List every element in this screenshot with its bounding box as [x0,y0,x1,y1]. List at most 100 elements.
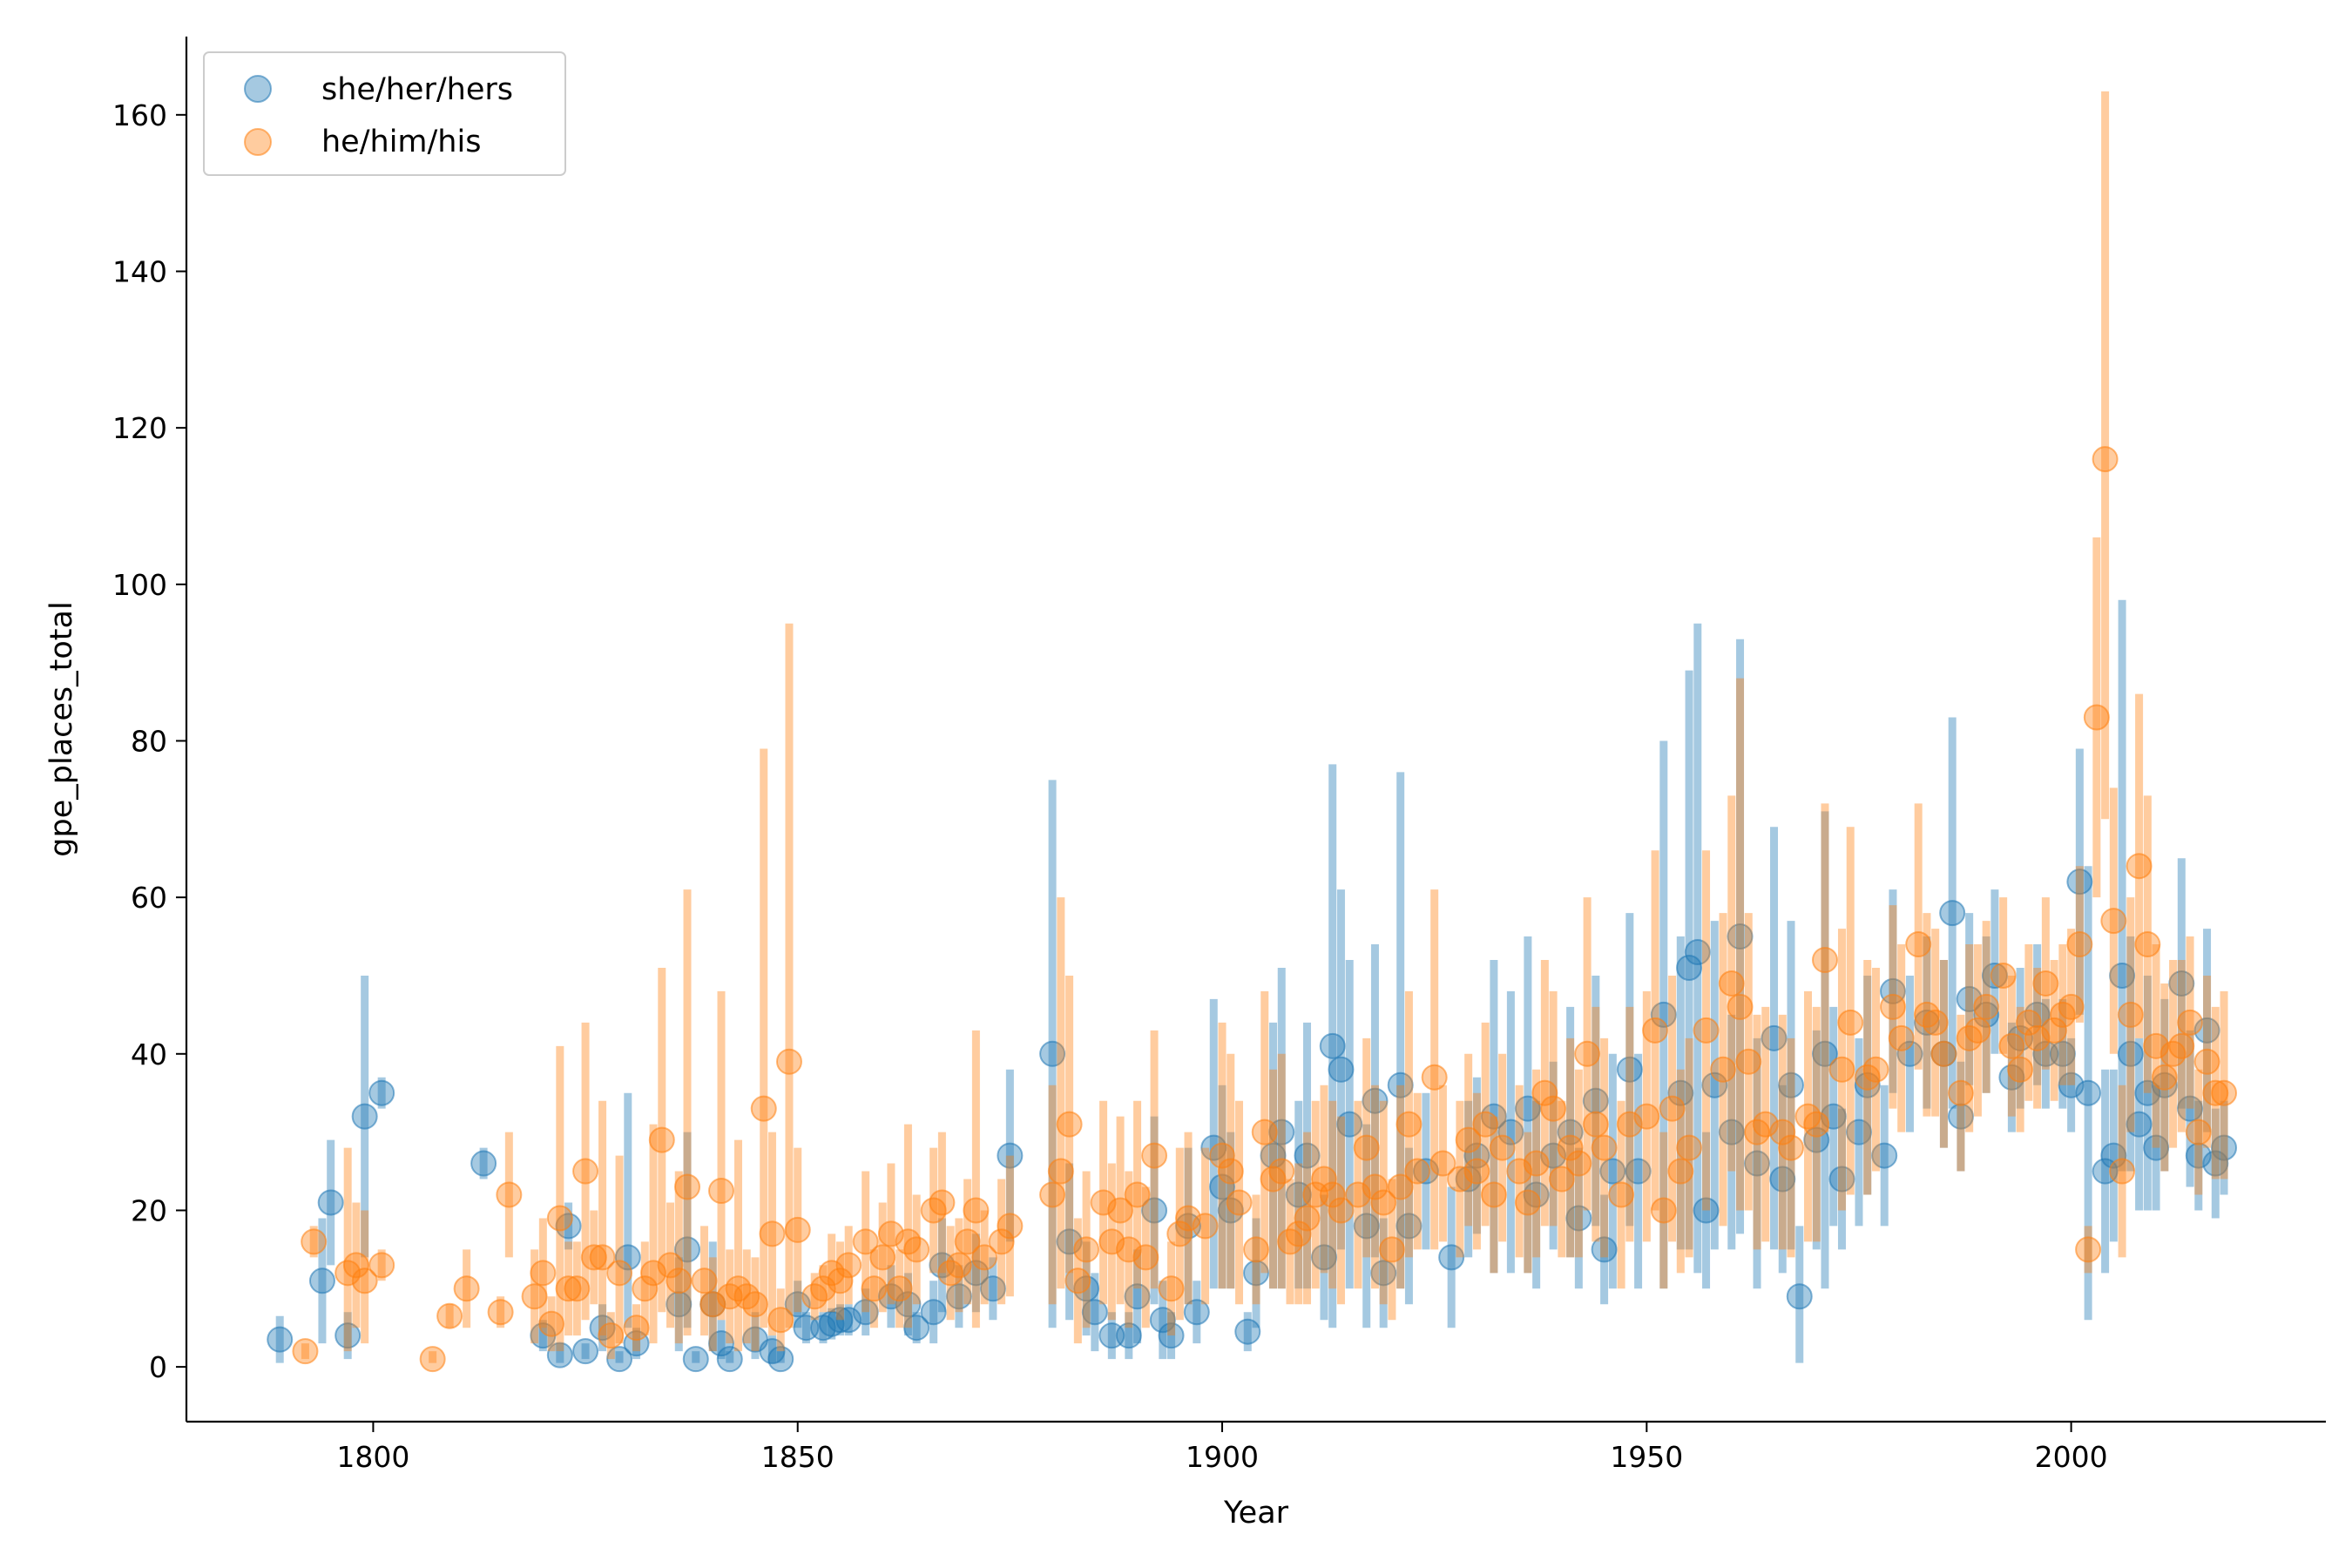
data-point [1565,1205,1592,1232]
data-point [1990,962,2017,989]
data-point [674,1236,701,1263]
data-point [1472,1111,1499,1138]
data-point [1336,1111,1363,1138]
data-point [1862,1056,1889,1083]
data-point [767,1307,794,1334]
data-point [496,1181,523,1208]
data-point [666,1291,693,1318]
data-point [2202,1150,2229,1177]
data-point [1294,1205,1321,1232]
data-point [1676,954,1703,981]
data-point [2075,1079,2102,1106]
data-point [1803,1126,1830,1153]
data-point [267,1326,294,1353]
data-point [1769,1166,1796,1193]
data-point [920,1299,947,1326]
data-point [1362,1087,1389,1114]
data-point [1217,1158,1244,1185]
data-point [997,1142,1024,1169]
data-point [2066,931,2093,958]
data-point [2041,1017,2068,1044]
data-point [784,1216,811,1243]
data-point [1294,1142,1321,1169]
data-point [963,1260,990,1287]
data-point [1285,1220,1312,1247]
data-point [1778,1134,1804,1161]
x-tick-label: 1850 [761,1440,835,1474]
data-point [623,1315,650,1342]
data-point [1684,939,1711,966]
data-point [682,1346,709,1373]
data-point [2058,1071,2085,1098]
series-he-him-his [292,91,2238,1373]
data-point [1879,993,1906,1020]
data-point [2109,962,2136,989]
data-point [1073,1236,1100,1263]
data-point [1183,1299,1210,1326]
data-point [1463,1142,1490,1169]
data-point [1243,1260,1269,1287]
data-point [741,1291,768,1318]
data-point [572,1158,599,1185]
data-point [1947,1079,1974,1106]
data-point [1141,1197,1168,1224]
data-point [1591,1134,1618,1161]
data-point [852,1299,879,1326]
data-point [1574,1040,1601,1067]
data-point [2151,1071,2178,1098]
data-point [1693,1017,1720,1044]
data-point [564,1275,591,1302]
data-point [1514,1095,1541,1122]
data-point [487,1299,514,1326]
data-point [2202,1079,2229,1106]
x-tick-label: 2000 [2035,1440,2108,1474]
data-point [2058,993,2085,1020]
data-point [1234,1318,1261,1345]
data-point [971,1244,998,1271]
series-layer [267,91,2238,1373]
data-point [1633,1103,1660,1130]
legend-marker-she-her-hers [244,75,272,103]
data-point [2032,970,2059,997]
data-point [1981,962,2008,989]
data-point [1718,1119,1745,1146]
data-point [2092,446,2119,473]
data-point [1446,1166,1473,1193]
data-point [1480,1181,1507,1208]
data-point [1939,900,1966,927]
data-point [342,1252,369,1279]
data-point [1616,1056,1643,1083]
data-point [1905,931,1932,958]
data-point [1064,1267,1092,1294]
data-point [1888,1024,1915,1051]
data-point [1837,1009,1864,1036]
data-point [1727,993,1754,1020]
data-point [2143,1134,2170,1161]
plot-area [267,91,2238,1373]
axes: 1800 1850 1900 1950 2000 0 20 40 60 80 100 120 140 1… [44,37,2326,1531]
data-point [1548,1166,1575,1193]
data-point [784,1291,811,1318]
data-point [1378,1236,1405,1263]
data-point [1226,1189,1253,1216]
data-point [2134,1079,2161,1106]
data-point [1141,1142,1168,1169]
data-point [1820,1103,1847,1130]
data-point [1557,1119,1584,1146]
data-point [1251,1119,1278,1146]
data-point [1107,1197,1134,1224]
data-point [869,1244,896,1271]
data-point [1879,977,1906,1004]
data-point [1370,1260,1397,1287]
data-point [1591,1236,1618,1263]
x-tick-label: 1900 [1186,1440,1259,1474]
data-point [1404,1158,1431,1185]
data-point [1209,1142,1236,1169]
data-point [666,1267,693,1294]
data-point [1192,1213,1219,1240]
data-point [1149,1307,1176,1334]
data-point [1871,1142,1898,1169]
data-point [1429,1150,1456,1177]
data-point [521,1283,548,1310]
data-point [1718,970,1745,997]
